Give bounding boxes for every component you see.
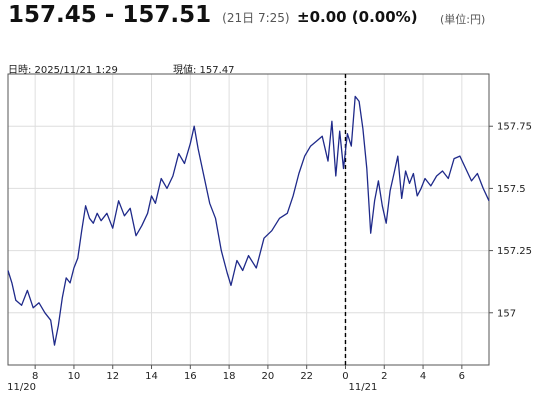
- x-tick-label: 12: [106, 371, 119, 382]
- date-labels: 11/20 11/21: [7, 382, 377, 393]
- x-tick-label: 4: [420, 371, 426, 382]
- x-tick-label: 0: [342, 371, 348, 382]
- x-tick-label: 20: [262, 371, 275, 382]
- x-tick-label: 22: [300, 371, 313, 382]
- y-tick-label: 157.75: [497, 122, 532, 133]
- plot-frame: [7, 73, 490, 366]
- x-tick-label: 6: [459, 371, 465, 382]
- cursor-datetime: 日時: 2025/11/21 1:29: [8, 65, 118, 76]
- y-tick-label: 157: [497, 308, 516, 319]
- date-label: 11/21: [349, 382, 378, 393]
- unit-label: (単位:円): [440, 13, 486, 26]
- x-tick-label: 16: [184, 371, 197, 382]
- price-line: [7, 95, 490, 346]
- price-change: ±0.00 (0.00%): [297, 8, 418, 26]
- quote-time: (21日 7:25): [222, 11, 290, 25]
- cursor-current-value: 現値: 157.47: [173, 65, 235, 76]
- grid-layer: [8, 74, 489, 365]
- date-label: 11/20: [7, 382, 36, 393]
- y-tick-label: 157.25: [497, 246, 532, 257]
- x-tick-label: 8: [32, 371, 38, 382]
- x-tick-label: 18: [223, 371, 236, 382]
- y-tick-label: 157.5: [497, 184, 526, 195]
- x-axis-ticks: 8 10 12 14 16 18 20 22 0 2 4 6: [32, 365, 465, 382]
- x-tick-label: 2: [381, 371, 387, 382]
- x-tick-label: 14: [145, 371, 158, 382]
- y-axis-ticks: 157 157.25 157.5 157.75: [489, 122, 532, 319]
- price-range: 157.45 - 157.51: [8, 2, 212, 28]
- quote-header: 157.45 - 157.51 (21日 7:25): [8, 2, 290, 36]
- x-tick-label: 10: [68, 371, 81, 382]
